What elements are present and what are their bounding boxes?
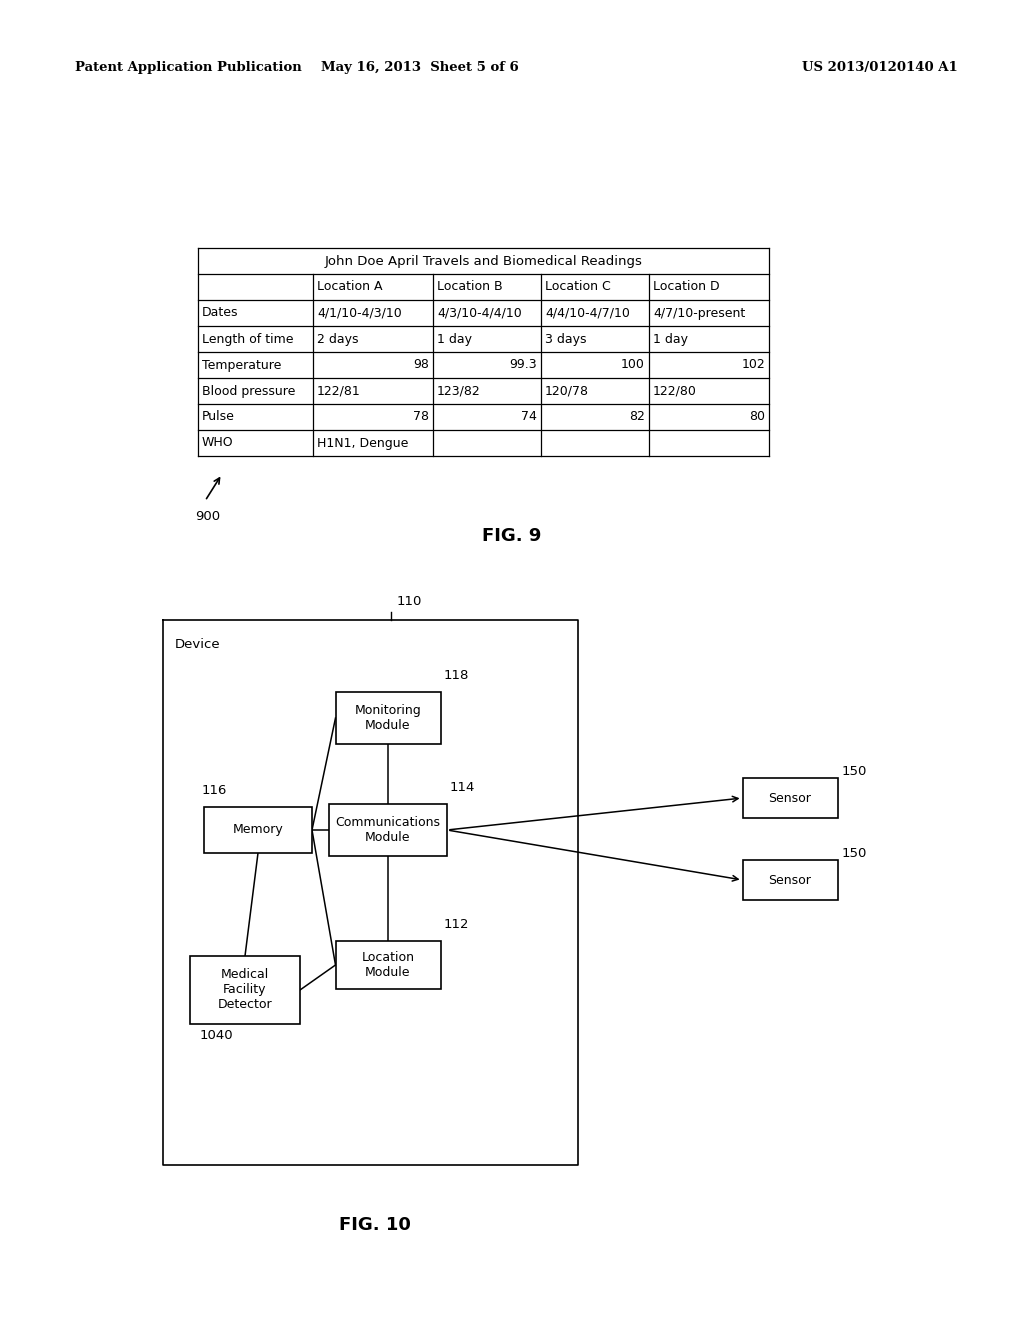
Text: Pulse: Pulse: [202, 411, 234, 424]
Text: John Doe April Travels and Biomedical Readings: John Doe April Travels and Biomedical Re…: [325, 255, 642, 268]
Text: 80: 80: [749, 411, 765, 424]
Text: 2 days: 2 days: [317, 333, 358, 346]
Text: 114: 114: [450, 781, 475, 795]
Text: Memory: Memory: [232, 824, 284, 837]
Text: 112: 112: [443, 917, 469, 931]
Text: WHO: WHO: [202, 437, 233, 450]
Text: 3 days: 3 days: [545, 333, 587, 346]
Text: 100: 100: [622, 359, 645, 371]
Text: Length of time: Length of time: [202, 333, 294, 346]
Text: Patent Application Publication: Patent Application Publication: [75, 62, 302, 74]
Text: 122/81: 122/81: [317, 384, 360, 397]
Bar: [329, 804, 447, 855]
Text: 4/3/10-4/4/10: 4/3/10-4/4/10: [437, 306, 522, 319]
Text: 150: 150: [842, 766, 867, 777]
Text: 4/1/10-4/3/10: 4/1/10-4/3/10: [317, 306, 401, 319]
Text: Location A: Location A: [317, 281, 383, 293]
Text: 900: 900: [195, 510, 220, 523]
Text: Dates: Dates: [202, 306, 239, 319]
Text: Location D: Location D: [653, 281, 720, 293]
Text: Blood pressure: Blood pressure: [202, 384, 295, 397]
Bar: [742, 861, 838, 900]
Text: 123/82: 123/82: [437, 384, 480, 397]
Text: 99.3: 99.3: [509, 359, 537, 371]
Bar: [336, 692, 440, 744]
Text: 122/80: 122/80: [653, 384, 697, 397]
Text: Sensor: Sensor: [769, 874, 811, 887]
Text: US 2013/0120140 A1: US 2013/0120140 A1: [802, 62, 957, 74]
Text: Communications
Module: Communications Module: [336, 816, 440, 843]
Text: Location B: Location B: [437, 281, 503, 293]
Text: Monitoring
Module: Monitoring Module: [354, 704, 421, 733]
Text: 4/4/10-4/7/10: 4/4/10-4/7/10: [545, 306, 630, 319]
Text: Location
Module: Location Module: [361, 950, 415, 979]
Text: 150: 150: [842, 847, 867, 861]
Bar: [742, 777, 838, 818]
Text: Medical
Facility
Detector: Medical Facility Detector: [218, 969, 272, 1011]
Text: 74: 74: [521, 411, 537, 424]
Bar: [204, 807, 312, 853]
Bar: [190, 956, 300, 1024]
Text: 110: 110: [396, 595, 422, 609]
Text: FIG. 10: FIG. 10: [339, 1216, 411, 1234]
Text: FIG. 9: FIG. 9: [482, 527, 542, 545]
Text: 4/7/10-present: 4/7/10-present: [653, 306, 745, 319]
Bar: [336, 941, 440, 989]
Text: H1N1, Dengue: H1N1, Dengue: [317, 437, 409, 450]
Text: Sensor: Sensor: [769, 792, 811, 804]
Text: 1 day: 1 day: [437, 333, 472, 346]
Text: 116: 116: [202, 784, 227, 797]
Text: 78: 78: [413, 411, 429, 424]
Text: May 16, 2013  Sheet 5 of 6: May 16, 2013 Sheet 5 of 6: [322, 62, 519, 74]
Text: Location C: Location C: [545, 281, 610, 293]
Text: Temperature: Temperature: [202, 359, 282, 371]
Text: 118: 118: [443, 669, 469, 682]
Text: Device: Device: [175, 639, 220, 652]
Text: 1 day: 1 day: [653, 333, 688, 346]
Text: 1040: 1040: [200, 1030, 233, 1041]
Text: 120/78: 120/78: [545, 384, 589, 397]
Text: 82: 82: [629, 411, 645, 424]
Text: 102: 102: [741, 359, 765, 371]
Text: 98: 98: [413, 359, 429, 371]
